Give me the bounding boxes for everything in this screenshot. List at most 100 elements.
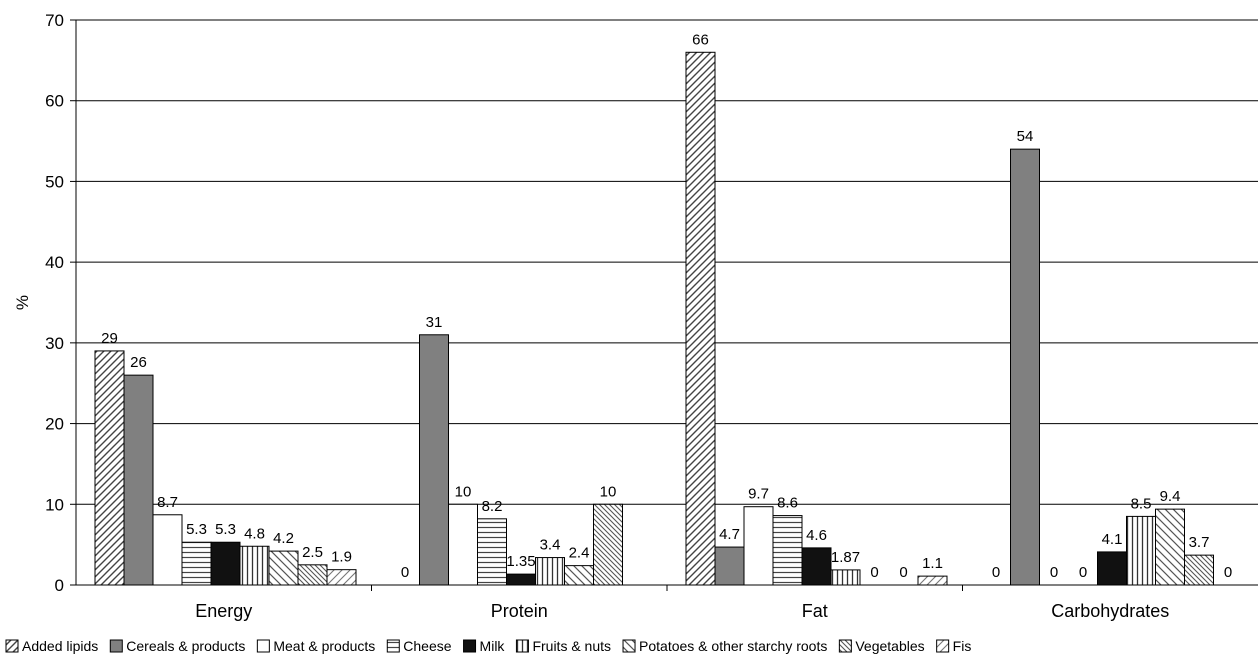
legend-swatch [936,639,950,653]
data-label: 4.6 [806,527,827,544]
data-label: 5.3 [186,521,207,538]
data-label: 4.7 [719,526,740,543]
legend-label: Fruits & nuts [532,638,611,654]
legend-label: Cheese [403,638,451,654]
bar [268,550,299,586]
legend-label: Meat & products [273,638,375,654]
data-label: 0 [1050,564,1058,581]
bar [917,575,948,586]
legend-swatch [622,639,636,653]
legend-label: Potatoes & other starchy roots [639,638,827,654]
data-label: 2.5 [302,544,323,561]
bar [506,573,536,586]
bar [297,564,328,586]
data-label: 54 [1017,128,1034,145]
data-label: 0 [899,564,907,581]
y-tick-label: 70 [45,11,64,30]
legend-swatch [838,639,852,653]
legend-swatch [256,639,270,653]
data-label: 9.4 [1160,488,1181,505]
y-axis-label: % [13,295,32,310]
bar [772,515,803,586]
bar [801,547,832,586]
data-label: 8.6 [777,495,798,512]
data-label: 1.1 [922,555,943,572]
legend-label: Added lipids [22,638,98,654]
bar [419,334,449,586]
legend-swatch [463,639,477,653]
data-label: 2.4 [569,545,590,562]
data-label: 0 [870,564,878,581]
data-label: 4.8 [244,525,265,542]
bar [1010,148,1040,586]
bar [535,557,565,586]
bar [123,374,154,586]
data-labels: 29 26 8.7 5.3 5.3 4.8 4.2 2.5 1.9 0 31 10 8.2 1.35 3.4… [101,31,1232,581]
data-label: 0 [401,564,409,581]
data-label: 5.3 [215,521,236,538]
legend-label: Fis [953,638,972,654]
bar [593,503,623,586]
y-tick-label: 40 [45,253,64,272]
data-label: 10 [455,483,472,500]
bar [1155,508,1185,586]
bar [94,350,125,586]
x-category-label: Carbohydrates [1051,601,1169,621]
data-label: 8.7 [157,494,178,511]
y-tick-label: 20 [45,415,64,434]
x-category-label: Protein [491,601,548,621]
data-label: 4.2 [273,530,294,547]
bar [448,503,478,586]
bar [830,569,861,586]
data-label: 8.2 [482,498,503,515]
data-label: 4.1 [1102,531,1123,548]
bar [477,518,507,586]
data-label: 0 [1079,564,1087,581]
bar [1097,551,1127,586]
x-category-label: Fat [802,601,828,621]
bar [210,541,241,586]
bar [564,565,594,586]
y-tick-label: 50 [45,172,64,191]
bar [152,514,183,586]
legend-swatch [386,639,400,653]
data-label: 1.35 [506,553,535,570]
y-tick-label: 0 [55,576,64,595]
bar [1126,515,1156,586]
legend-label: Milk [480,638,506,654]
data-label: 31 [426,314,443,331]
legend-swatch [515,639,529,653]
bar [685,51,716,586]
data-label: 3.7 [1189,534,1210,551]
data-label: 9.7 [748,486,769,503]
x-category-label: Energy [195,601,252,621]
bar [181,541,212,586]
data-label: 29 [101,330,118,347]
data-label: 26 [130,354,147,371]
bar [714,546,745,586]
data-label: 0 [1224,564,1232,581]
y-tick-label: 30 [45,334,64,353]
bar [1184,554,1214,586]
legend-swatch [5,639,19,653]
data-label: 66 [692,31,709,48]
gridlines [76,19,1258,505]
legend-label: Cereals & products [126,638,245,654]
data-label: 1.87 [831,549,860,566]
data-label: 0 [992,564,1000,581]
bar [326,569,357,586]
data-label: 8.5 [1131,495,1152,512]
legend: Added lipids Cereals & products Meat & pro… [5,638,972,654]
bars [94,51,1214,586]
data-label: 10 [600,483,617,500]
axes: 0 10 20 30 40 50 60 70% Energy Protein Fat Carbohyd… [13,11,1258,621]
y-tick-label: 10 [45,495,64,514]
legend-swatch [109,639,123,653]
bar [239,545,270,586]
data-label: 1.9 [331,549,352,566]
legend-label: Vegetables [855,638,924,654]
data-label: 3.4 [540,537,561,554]
bar [743,506,774,586]
